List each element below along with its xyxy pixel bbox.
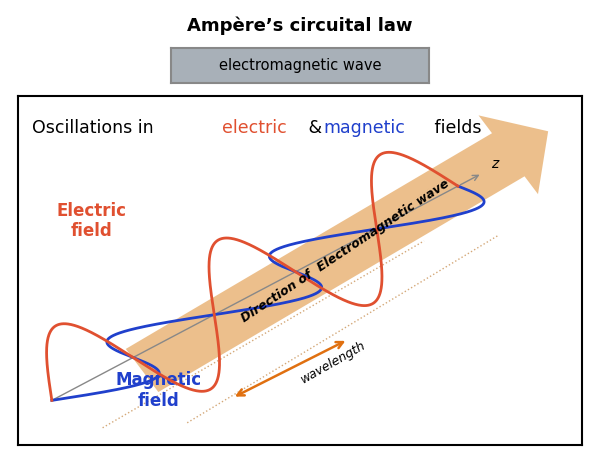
Text: electric: electric bbox=[222, 119, 287, 137]
Text: Ampère’s circuital law: Ampère’s circuital law bbox=[187, 16, 413, 34]
Text: Electric
field: Electric field bbox=[56, 202, 127, 241]
Text: wavelength: wavelength bbox=[299, 339, 368, 386]
Text: magnetic: magnetic bbox=[323, 119, 406, 137]
Text: Magnetic
field: Magnetic field bbox=[116, 371, 202, 410]
Text: &: & bbox=[303, 119, 328, 137]
Text: electromagnetic wave: electromagnetic wave bbox=[219, 58, 381, 73]
Text: fields: fields bbox=[428, 119, 481, 137]
Text: z: z bbox=[491, 157, 498, 171]
Text: Oscillations in: Oscillations in bbox=[32, 119, 159, 137]
Polygon shape bbox=[126, 115, 548, 392]
Text: Direction of  Electromagnetic wave: Direction of Electromagnetic wave bbox=[239, 177, 452, 325]
